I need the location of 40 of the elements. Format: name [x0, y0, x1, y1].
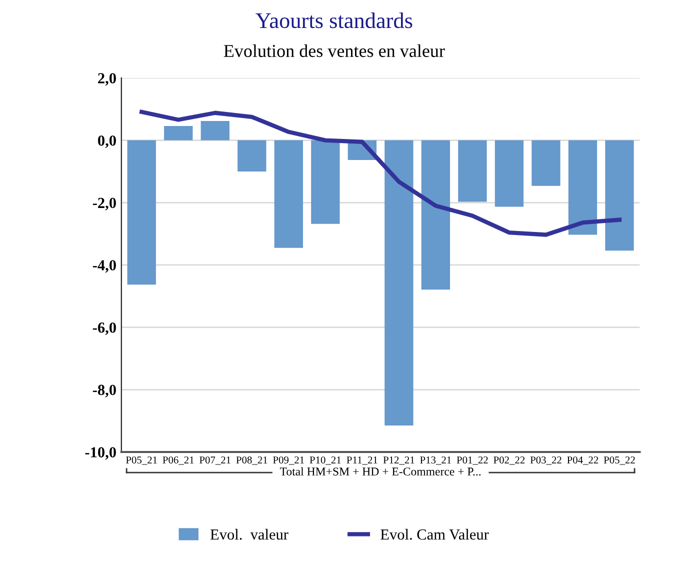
x-tick-label: P10_21 [310, 456, 341, 465]
bar [532, 140, 560, 186]
x-tick-label: P03_22 [530, 456, 562, 465]
x-tick-label: P08_21 [236, 456, 268, 465]
x-tick-label: P05_21 [126, 456, 157, 465]
x-tick-label: P11_21 [346, 456, 378, 465]
x-tick-label: P09_21 [273, 456, 304, 465]
bar [200, 120, 230, 140]
bar [494, 140, 524, 207]
bar [605, 140, 634, 251]
bar [568, 140, 598, 235]
y-tick-label: -4,0 [92, 260, 116, 273]
legend-label: Evol. valeur [210, 528, 288, 540]
bar [421, 140, 450, 290]
bar [311, 140, 340, 224]
legend-label: Evol. Cam Valeur [380, 528, 489, 540]
x-tick-label: P05_22 [604, 456, 635, 465]
bar [274, 140, 303, 248]
y-tick-label: -10,0 [85, 447, 116, 460]
bar [127, 140, 156, 285]
y-tick-label: -8,0 [92, 384, 116, 398]
line-series [140, 110, 622, 237]
x-tick-label: P07_21 [200, 456, 230, 465]
x-tick-label: P13_21 [420, 456, 451, 465]
y-tick-label: 0,0 [98, 135, 116, 148]
y-tick-label: -6,0 [92, 322, 116, 335]
chart-subtitle: Evolution des ventes en valeur [224, 44, 445, 58]
x-tick-label: P06_21 [162, 456, 194, 465]
bar [238, 140, 266, 172]
y-tick-label: 2,0 [98, 73, 116, 86]
bar [164, 126, 193, 140]
x-tick-label: P02_22 [494, 456, 525, 465]
text: Total HM+SM + HD + E-Commerce + P... [280, 467, 481, 476]
x-tick-label: P01_22 [456, 456, 488, 465]
chart-title: Yaourts standards [256, 12, 412, 28]
bar [384, 140, 414, 426]
x-tick-label: P12_21 [383, 456, 414, 465]
y-tick-label: -2,0 [92, 198, 116, 210]
x-tick-label: P04_22 [567, 456, 598, 465]
bar [458, 140, 487, 202]
